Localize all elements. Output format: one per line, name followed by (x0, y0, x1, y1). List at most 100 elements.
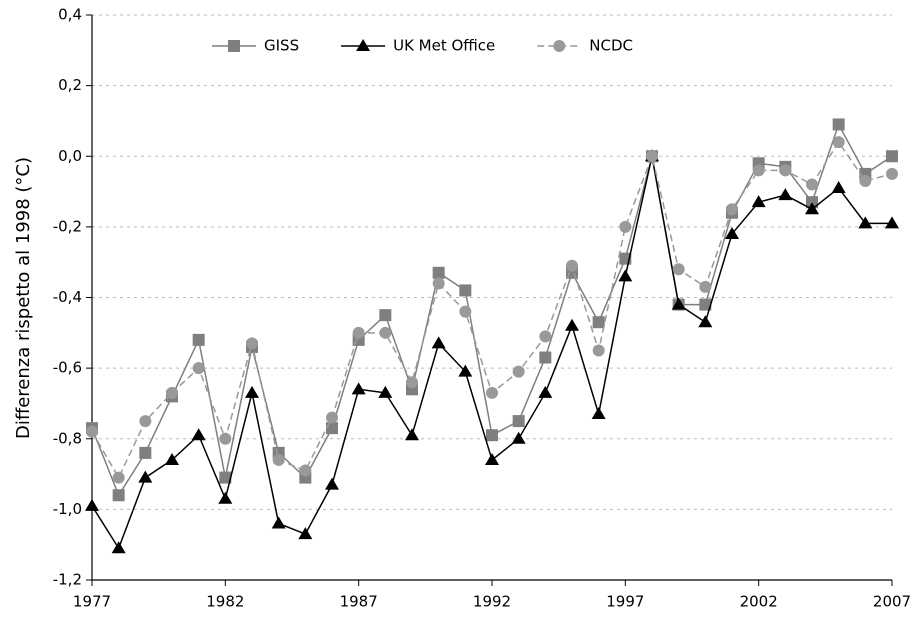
x-tick-label: 1982 (206, 593, 244, 611)
marker (512, 365, 525, 378)
y-tick-label: -0,4 (53, 288, 82, 306)
marker (886, 167, 898, 180)
legend-marker (553, 40, 566, 52)
marker (539, 330, 552, 343)
marker (351, 382, 366, 395)
marker (646, 150, 658, 163)
marker (565, 318, 579, 331)
marker (726, 203, 738, 216)
marker (805, 202, 819, 215)
marker (858, 216, 873, 229)
marker (379, 326, 392, 339)
marker (592, 316, 605, 329)
marker (485, 452, 499, 465)
marker (191, 428, 206, 441)
marker (778, 188, 793, 201)
y-tick-label: 0,4 (58, 6, 82, 24)
marker (246, 337, 258, 350)
y-tick-label: 0,0 (58, 147, 82, 165)
x-tick-label: 2007 (873, 593, 911, 611)
y-tick-label: -1,0 (53, 500, 82, 518)
y-tick-label: -0,6 (53, 359, 82, 377)
marker (538, 385, 553, 398)
legend-marker (356, 39, 371, 51)
marker (459, 305, 472, 318)
marker (139, 446, 152, 459)
x-tick-label: 1987 (340, 593, 378, 611)
marker (698, 315, 713, 328)
marker (779, 164, 792, 177)
marker (112, 471, 125, 484)
marker (378, 385, 393, 398)
marker (192, 333, 205, 346)
y-tick-label: -0,2 (53, 217, 82, 235)
marker (352, 326, 365, 339)
marker (859, 174, 872, 187)
marker (486, 429, 498, 442)
marker (752, 164, 765, 177)
x-tick-label: 2002 (740, 593, 778, 611)
marker (271, 516, 286, 529)
marker (432, 277, 445, 290)
marker (298, 527, 313, 540)
marker (326, 411, 338, 424)
x-tick-label: 1992 (473, 593, 511, 611)
marker (325, 477, 339, 490)
marker (219, 471, 232, 484)
marker (219, 432, 232, 445)
marker (165, 452, 179, 465)
marker (111, 541, 126, 554)
marker (458, 364, 473, 377)
y-tick-label: 0,2 (58, 76, 82, 94)
legend-label: NCDC (589, 37, 633, 55)
marker (512, 415, 525, 428)
marker (86, 425, 98, 438)
marker (619, 220, 632, 233)
marker (272, 453, 285, 466)
marker (511, 431, 526, 444)
marker (699, 298, 712, 311)
marker (405, 428, 419, 441)
marker (192, 362, 205, 375)
series-line (91, 140, 893, 480)
marker (432, 266, 445, 279)
marker (725, 226, 739, 239)
legend-label: GISS (264, 37, 299, 55)
marker (832, 136, 845, 149)
marker (591, 407, 606, 420)
marker (618, 269, 633, 282)
y-tick-label: -1,2 (53, 571, 82, 589)
legend-label: UK Met Office (393, 37, 495, 55)
series-line (91, 156, 892, 550)
marker (245, 385, 259, 398)
marker (832, 118, 845, 131)
marker (218, 491, 233, 504)
marker (592, 344, 605, 357)
marker (379, 309, 392, 322)
marker (566, 259, 578, 272)
x-tick-label: 1977 (73, 593, 111, 611)
marker (806, 178, 818, 191)
marker (751, 195, 766, 208)
marker (806, 196, 818, 209)
marker (885, 216, 899, 229)
marker (459, 284, 472, 297)
y-tick-label: -0,8 (53, 429, 82, 447)
y-axis-label: Differenza rispetto al 1998 (°C) (13, 157, 34, 439)
marker (486, 386, 498, 399)
marker (406, 376, 418, 389)
marker (85, 498, 99, 511)
marker (539, 351, 552, 364)
marker (886, 150, 898, 163)
marker (431, 336, 446, 349)
marker (166, 386, 178, 399)
marker (112, 489, 125, 502)
legend: GISS UK Met Office NCDC (212, 37, 633, 55)
marker (672, 263, 685, 276)
marker (138, 470, 153, 483)
marker (326, 422, 338, 435)
legend-marker (228, 40, 240, 52)
marker (671, 297, 686, 310)
marker (831, 181, 846, 194)
